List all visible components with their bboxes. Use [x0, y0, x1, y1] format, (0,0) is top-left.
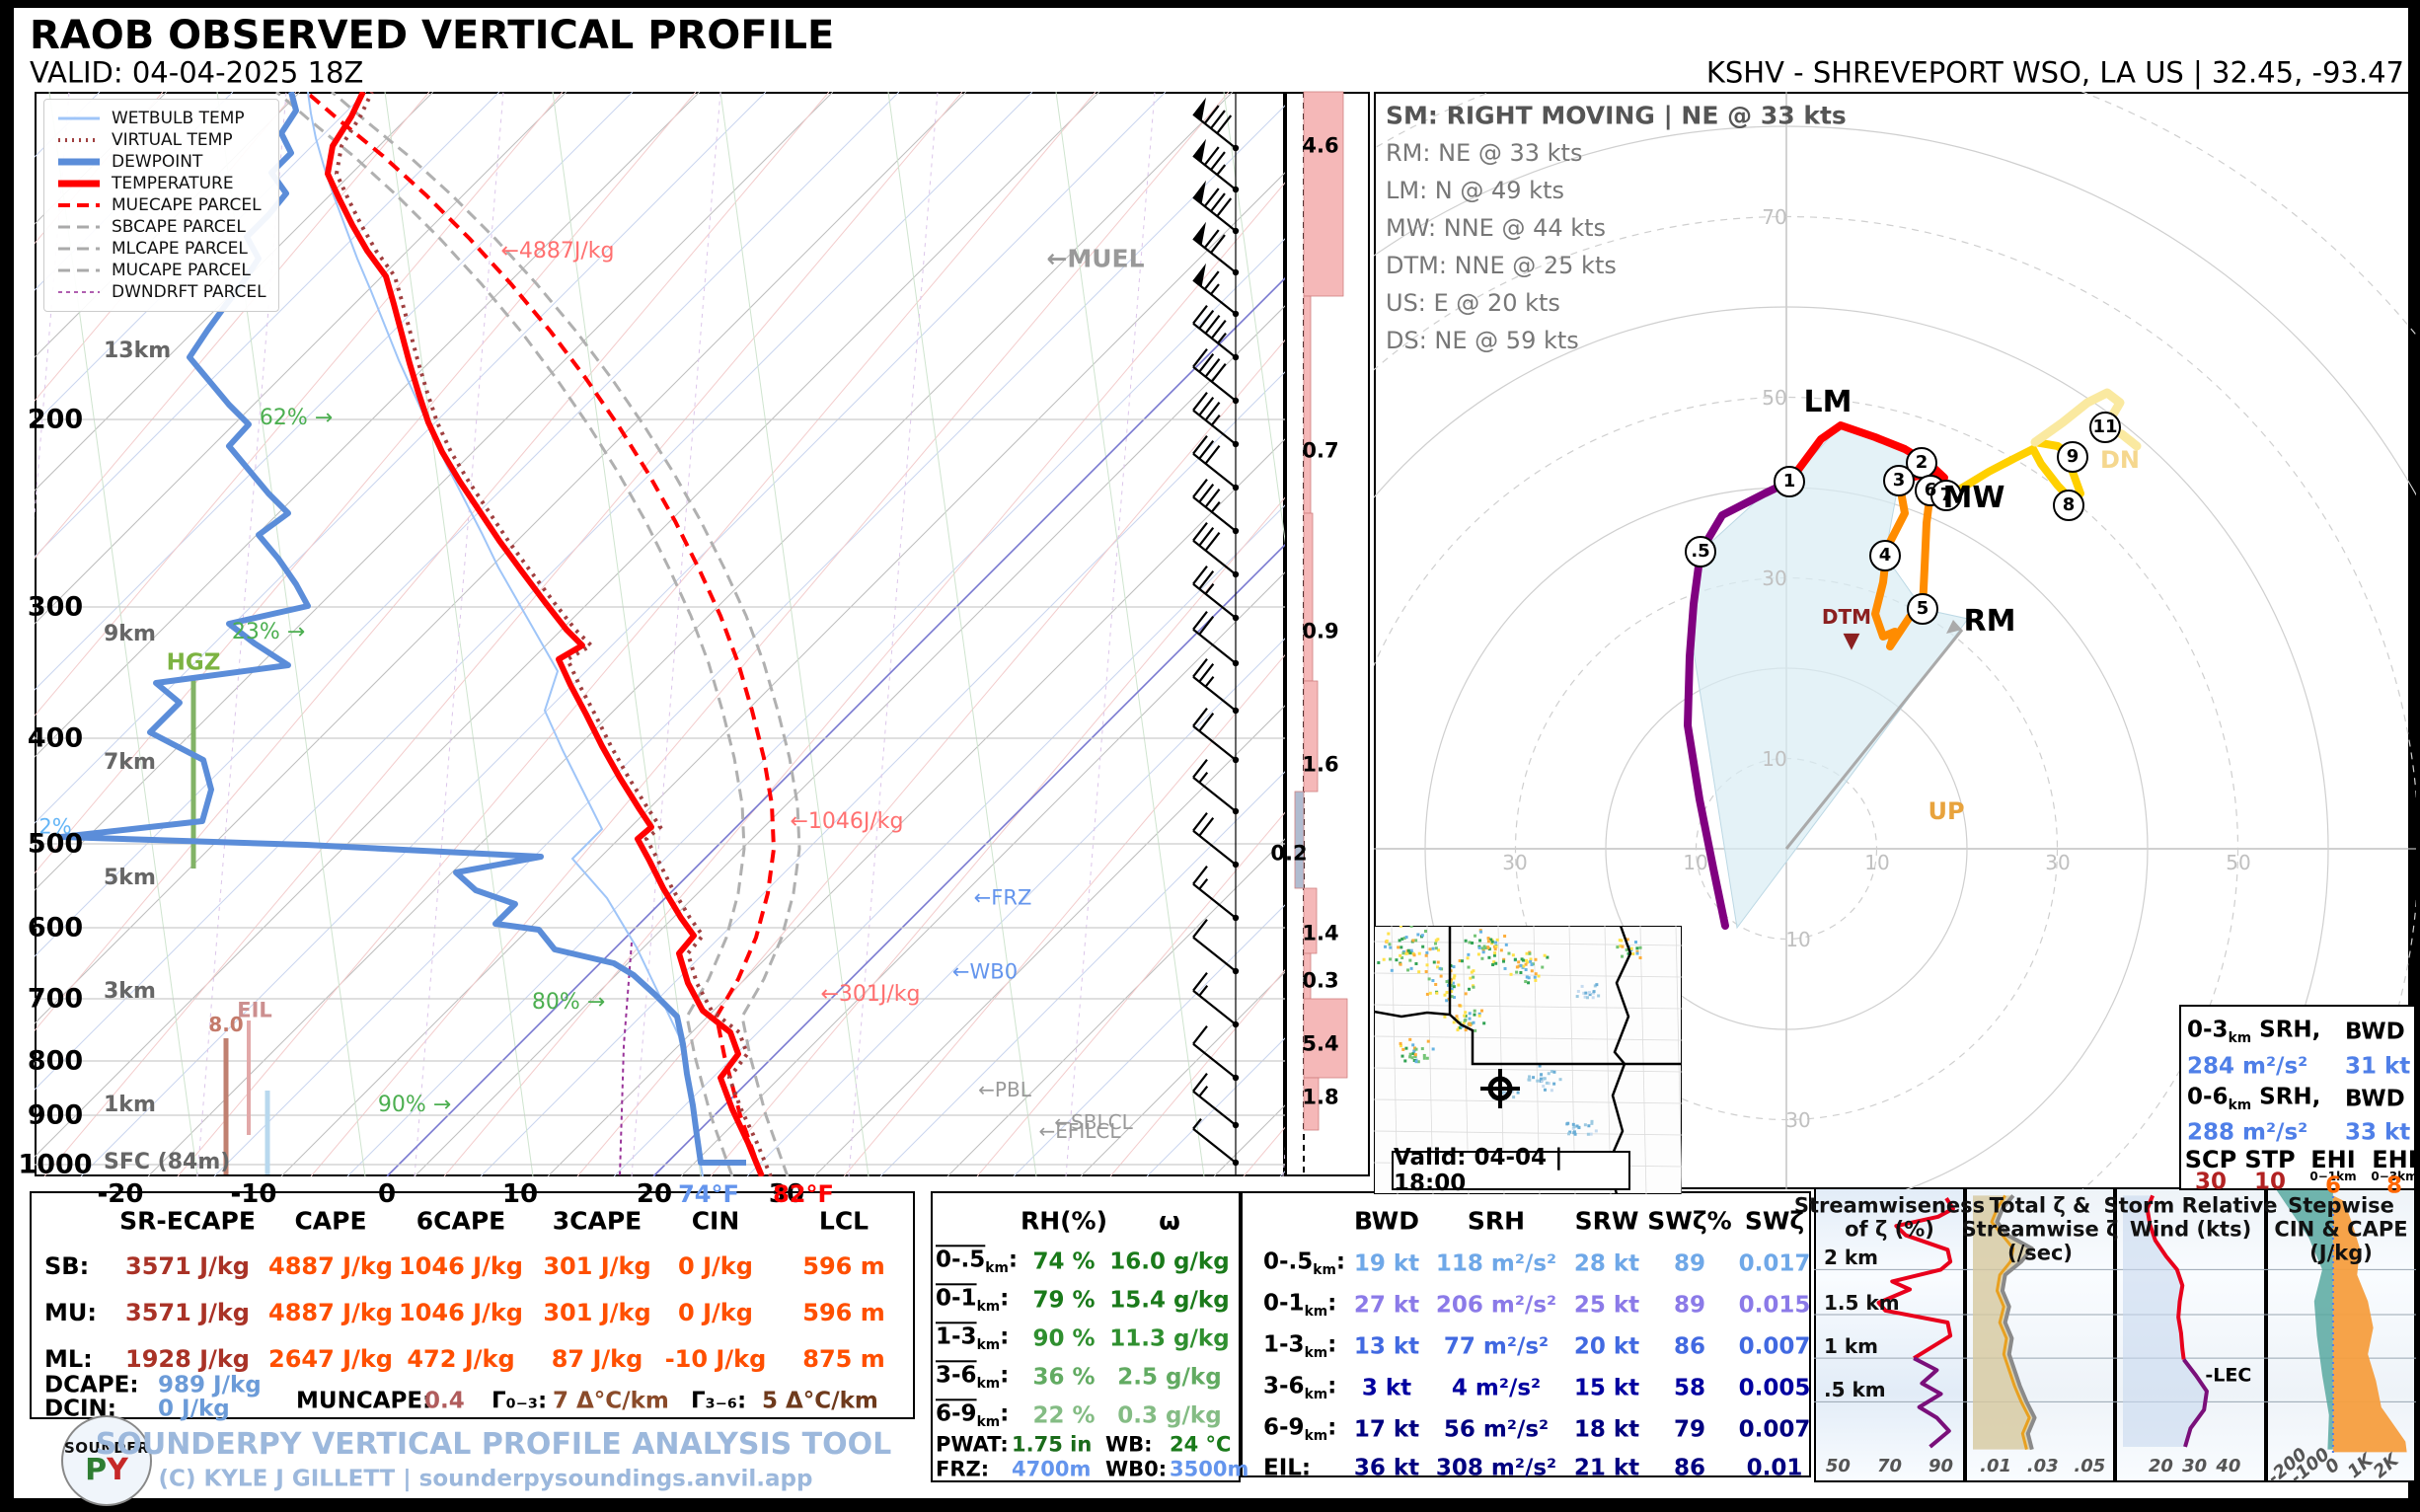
legend-item: VIRTUAL TEMP [56, 129, 266, 151]
legend-item: DEWPOINT [56, 151, 266, 173]
valid-timestamp: VALID: 04-04-2025 18Z [30, 55, 364, 90]
legend-item: DWNDRFT PARCEL [56, 281, 266, 303]
legend-item: MUECAPE PARCEL [56, 194, 266, 216]
map-valid-text: Valid: 04-04 | 18:00 [1394, 1145, 1563, 1196]
station-identifier: KSHV - SHREVEPORT WSO, LA US | 32.45, -9… [1705, 55, 2404, 90]
legend-item-label: VIRTUAL TEMP [112, 130, 233, 150]
legend-item: SBCAPE PARCEL [56, 216, 266, 238]
map-valid-badge: Valid: 04-04 | 18:00 [1392, 1145, 1630, 1196]
legend-item-label: MUCAPE PARCEL [112, 261, 251, 280]
legend-item: WETBULB TEMP [56, 108, 266, 129]
legend-item: TEMPERATURE [56, 173, 266, 194]
inset-panel-0 [1814, 1187, 1965, 1482]
legend-item-label: SBCAPE PARCEL [112, 217, 246, 237]
page-title: RAOB OBSERVED VERTICAL PROFILE [30, 13, 835, 58]
legend-item-label: DEWPOINT [112, 152, 203, 172]
legend-item-label: WETBULB TEMP [112, 109, 245, 128]
logo-letter-p: P [85, 1453, 108, 1487]
sounderpy-logo: SOUNDER PY [61, 1415, 152, 1506]
legend-item-label: MUECAPE PARCEL [112, 195, 262, 215]
footer-tool-name: SOUNDERPY VERTICAL PROFILE ANALYSIS TOOL [95, 1427, 892, 1462]
logo-letter-y: Y [107, 1453, 128, 1487]
legend-item: MLCAPE PARCEL [56, 238, 266, 260]
legend-item-label: MLCAPE PARCEL [112, 239, 248, 259]
legend-item-label: TEMPERATURE [112, 174, 234, 193]
skewt-legend: WETBULB TEMP VIRTUAL TEMP DEWPOINT TEMPERAT… [43, 99, 279, 312]
logo-text-top: SOUNDER [63, 1439, 150, 1457]
legend-item-label: DWNDRFT PARCEL [112, 282, 266, 302]
legend-item: MUCAPE PARCEL [56, 260, 266, 281]
footer-credit: (C) KYLE J GILLETT | sounderpysoundings.… [158, 1466, 813, 1492]
